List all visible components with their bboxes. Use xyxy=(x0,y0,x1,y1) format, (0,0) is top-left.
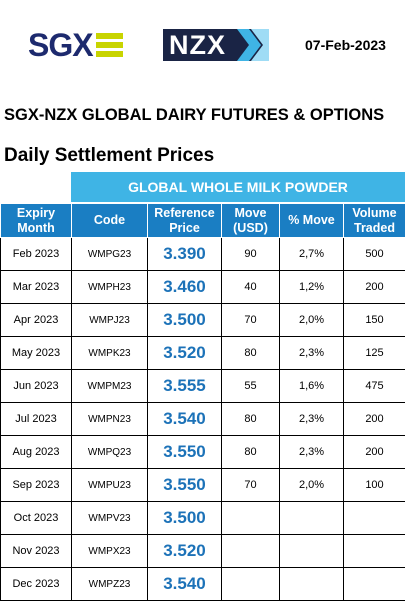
code-cell: WMPV23 xyxy=(72,502,148,535)
volume-cell: 200 xyxy=(344,403,405,436)
code-cell: WMPM23 xyxy=(72,370,148,403)
volume-cell: 150 xyxy=(344,304,405,337)
pct-move-cell: 2,0% xyxy=(280,304,344,337)
reference-price-cell: 3.550 xyxy=(148,436,222,469)
nzx-logo-chevron-icon xyxy=(237,29,269,61)
code-cell: WMPX23 xyxy=(72,535,148,568)
move-cell: 70 xyxy=(222,469,280,502)
pct-move-cell xyxy=(280,568,344,601)
code-cell: WMPH23 xyxy=(72,271,148,304)
move-cell: 80 xyxy=(222,337,280,370)
sgx-logo-text: SGX xyxy=(28,28,93,62)
move-cell: 40 xyxy=(222,271,280,304)
expiry-month-cell: Apr 2023 xyxy=(1,304,72,337)
expiry-month-cell: Oct 2023 xyxy=(1,502,72,535)
col-pct-move: % Move xyxy=(280,204,344,238)
col-code: Code xyxy=(72,204,148,238)
code-cell: WMPJ23 xyxy=(72,304,148,337)
reference-price-cell: 3.520 xyxy=(148,337,222,370)
reference-price-cell: 3.500 xyxy=(148,502,222,535)
banner-title: SGX-NZX GLOBAL DAIRY FUTURES & OPTIONS xyxy=(4,106,384,125)
reference-price-cell: 3.390 xyxy=(148,238,222,271)
volume-cell xyxy=(344,502,405,535)
pct-move-cell: 1,6% xyxy=(280,370,344,403)
pct-move-cell: 2,3% xyxy=(280,403,344,436)
volume-cell: 125 xyxy=(344,337,405,370)
reference-price-cell: 3.540 xyxy=(148,403,222,436)
pct-move-cell xyxy=(280,535,344,568)
volume-cell xyxy=(344,535,405,568)
volume-cell xyxy=(344,568,405,601)
pct-move-cell: 1,2% xyxy=(280,271,344,304)
volume-cell: 475 xyxy=(344,370,405,403)
reference-price-cell: 3.460 xyxy=(148,271,222,304)
col-move-usd: Move(USD) xyxy=(222,204,280,238)
move-cell: 80 xyxy=(222,436,280,469)
expiry-month-cell: Feb 2023 xyxy=(1,238,72,271)
pct-move-cell: 2,7% xyxy=(280,238,344,271)
move-cell xyxy=(222,535,280,568)
volume-cell: 200 xyxy=(344,271,405,304)
code-cell: WMPZ23 xyxy=(72,568,148,601)
pct-move-cell: 2,3% xyxy=(280,337,344,370)
report-date: 07-Feb-2023 xyxy=(305,37,386,53)
expiry-month-cell: May 2023 xyxy=(1,337,72,370)
nzx-logo: NZX xyxy=(163,29,269,61)
sgx-logo-bars-icon xyxy=(96,33,123,57)
reference-price-cell: 3.520 xyxy=(148,535,222,568)
expiry-month-cell: Aug 2023 xyxy=(1,436,72,469)
move-cell: 70 xyxy=(222,304,280,337)
move-cell xyxy=(222,568,280,601)
expiry-month-cell: Mar 2023 xyxy=(1,271,72,304)
reference-price-cell: 3.550 xyxy=(148,469,222,502)
move-cell: 90 xyxy=(222,238,280,271)
volume-cell: 200 xyxy=(344,436,405,469)
code-cell: WMPU23 xyxy=(72,469,148,502)
expiry-month-cell: Jun 2023 xyxy=(1,370,72,403)
reference-price-cell: 3.540 xyxy=(148,568,222,601)
volume-cell: 500 xyxy=(344,238,405,271)
expiry-month-cell: Jul 2023 xyxy=(1,403,72,436)
pct-move-cell: 2,3% xyxy=(280,436,344,469)
reference-price-cell: 3.500 xyxy=(148,304,222,337)
pct-move-cell: 2,0% xyxy=(280,469,344,502)
section-title: Daily Settlement Prices xyxy=(4,145,214,167)
sgx-logo: SGX xyxy=(28,28,123,62)
code-cell: WMPK23 xyxy=(72,337,148,370)
nzx-logo-text: NZX xyxy=(163,30,226,61)
code-cell: WMPQ23 xyxy=(72,436,148,469)
reference-price-cell: 3.555 xyxy=(148,370,222,403)
pct-move-cell xyxy=(280,502,344,535)
move-cell: 80 xyxy=(222,403,280,436)
volume-cell: 100 xyxy=(344,469,405,502)
move-cell xyxy=(222,502,280,535)
expiry-month-cell: Nov 2023 xyxy=(1,535,72,568)
product-header: GLOBAL WHOLE MILK POWDER xyxy=(71,172,405,202)
move-cell: 55 xyxy=(222,370,280,403)
code-cell: WMPN23 xyxy=(72,403,148,436)
expiry-month-cell: Dec 2023 xyxy=(1,568,72,601)
expiry-month-cell: Sep 2023 xyxy=(1,469,72,502)
code-cell: WMPG23 xyxy=(72,238,148,271)
